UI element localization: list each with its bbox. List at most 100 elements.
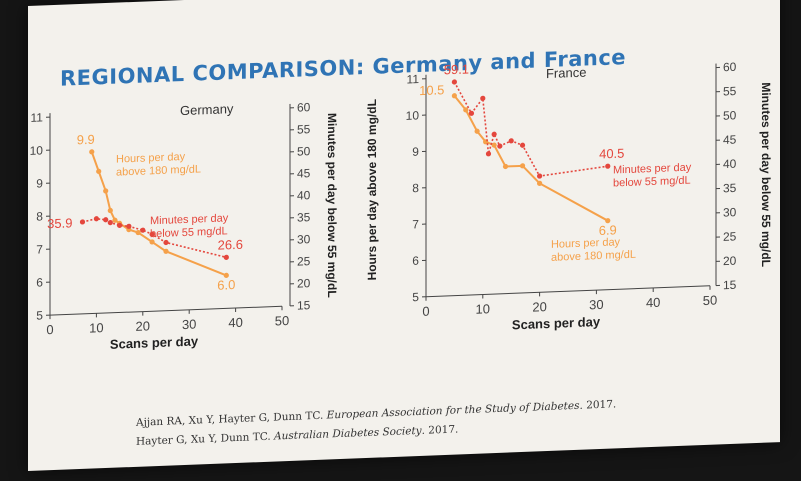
data-point xyxy=(126,223,132,229)
y-right-tick-label: 15 xyxy=(723,278,737,293)
value-label: 10.5 xyxy=(419,82,444,98)
y-left-tick-label: 6 xyxy=(36,275,43,289)
y-right-axis-title: Minutes per day below 55 mg/dL xyxy=(325,113,339,298)
series-line-minutes xyxy=(453,81,608,177)
series-annotation: below 55 mg/dL xyxy=(613,175,691,190)
data-point xyxy=(451,79,457,85)
x-axis-title: Scans per day xyxy=(110,333,199,351)
data-point xyxy=(537,180,543,186)
x-tick-label: 40 xyxy=(646,295,660,311)
data-point xyxy=(474,128,480,134)
chart-france: France 0 10 20 30 40 50 5 6 7 8 9 10 11 15 20 25 30 35 40 45… xyxy=(365,60,773,333)
y-left-tick-label: 11 xyxy=(407,72,420,86)
data-point xyxy=(491,142,497,148)
series-annotation: Minutes per day xyxy=(150,212,229,227)
y-right-tick-label: 20 xyxy=(723,254,737,269)
y-left-tick-label: 8 xyxy=(412,181,419,195)
series-annotation: above 180 mg/dL xyxy=(116,163,201,178)
y-right-tick-label: 55 xyxy=(297,122,311,137)
x-tick-label: 0 xyxy=(46,322,53,337)
y-right-tick-label: 55 xyxy=(723,84,737,99)
series-annotation: Hours per day xyxy=(116,151,186,166)
x-axis xyxy=(426,285,710,298)
value-label: 35.9 xyxy=(47,215,72,231)
y-left-tick-label: 5 xyxy=(412,290,419,304)
data-point xyxy=(519,142,526,148)
x-axis-title: Scans per day xyxy=(512,314,601,332)
data-point xyxy=(103,188,109,194)
data-point xyxy=(508,138,514,144)
x-tick-label: 30 xyxy=(182,317,196,333)
panel-title: France xyxy=(546,65,586,82)
data-point xyxy=(89,149,95,155)
data-point xyxy=(107,220,113,226)
y-right-tick-label: 50 xyxy=(723,108,737,123)
y-right-tick-label: 40 xyxy=(297,188,311,203)
x-tick-label: 10 xyxy=(89,320,103,336)
data-point xyxy=(79,219,86,225)
data-point xyxy=(605,163,611,169)
x-tick-label: 10 xyxy=(476,301,490,317)
y-left-tick-label: 10 xyxy=(30,143,44,158)
data-point xyxy=(537,173,543,179)
data-point xyxy=(468,110,475,116)
y-right-tick-label: 30 xyxy=(297,232,311,247)
y-right-tick-label: 45 xyxy=(723,132,737,147)
y-left-tick-label: 9 xyxy=(36,176,43,190)
y-right-tick-label: 40 xyxy=(723,157,737,172)
y-right-tick-label: 25 xyxy=(723,229,737,244)
data-point xyxy=(223,272,229,278)
x-tick-label: 20 xyxy=(136,318,150,334)
x-tick-label: 50 xyxy=(703,293,717,309)
data-point xyxy=(149,239,155,245)
y-left-tick-label: 7 xyxy=(412,217,419,231)
y-right-tick-label: 45 xyxy=(297,166,311,181)
value-label: 9.9 xyxy=(77,132,95,148)
data-point xyxy=(163,239,169,246)
x-tick-label: 30 xyxy=(589,297,603,313)
y-left-tick-label: 7 xyxy=(36,242,43,256)
y-right-tick-label: 35 xyxy=(297,210,311,225)
y-right-tick-label: 60 xyxy=(723,60,737,75)
value-label: 6.9 xyxy=(599,222,617,238)
data-point xyxy=(117,222,123,228)
y-left-tick-label: 5 xyxy=(36,308,43,322)
data-point xyxy=(497,143,503,149)
series-annotation: above 180 mg/dL xyxy=(551,249,636,264)
y-right-tick-label: 20 xyxy=(297,276,311,291)
data-point xyxy=(112,217,118,223)
y-right-axis-title: Minutes per day below 55 mg/dL xyxy=(759,82,773,267)
y-left-axis-title: Hours per day above 180 mg/dL xyxy=(365,99,379,281)
series-annotation: below 55 mg/dL xyxy=(150,225,228,240)
x-tick-label: 20 xyxy=(532,299,546,315)
data-point xyxy=(149,231,155,237)
y-left-tick-label: 8 xyxy=(36,209,43,223)
data-point xyxy=(463,107,469,113)
data-point xyxy=(140,227,146,233)
x-tick-label: 0 xyxy=(422,304,429,319)
series-annotation: Hours per day xyxy=(551,236,621,251)
data-point xyxy=(491,131,497,137)
data-point xyxy=(223,254,229,260)
series-line-minutes xyxy=(82,217,227,259)
y-right-tick-label: 50 xyxy=(297,144,311,159)
data-point xyxy=(605,218,611,224)
x-tick-label: 40 xyxy=(228,315,242,331)
value-label: 6.0 xyxy=(217,277,235,293)
y-left-tick-label: 11 xyxy=(31,110,44,124)
y-left-tick-label: 6 xyxy=(412,254,419,268)
x-axis xyxy=(50,305,282,316)
y-right-tick-label: 35 xyxy=(723,181,737,196)
data-point xyxy=(135,229,141,236)
series-line-hours xyxy=(453,95,609,222)
y-right-tick-label: 25 xyxy=(297,254,311,269)
data-point xyxy=(107,207,113,214)
data-point xyxy=(480,95,486,101)
series-annotation: Minutes per day xyxy=(613,162,692,177)
value-label: 59.1 xyxy=(444,61,469,77)
x-tick-label: 50 xyxy=(275,313,289,329)
data-point xyxy=(451,93,457,99)
panel-title: Germany xyxy=(180,101,234,118)
data-point xyxy=(103,217,109,223)
y-left-tick-label: 9 xyxy=(412,145,419,159)
